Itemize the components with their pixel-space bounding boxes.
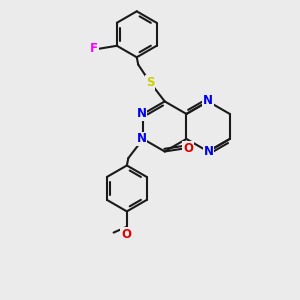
Text: N: N [136,133,147,146]
Text: F: F [90,42,98,55]
Text: N: N [204,145,214,158]
Text: O: O [183,142,193,155]
Text: S: S [146,76,154,89]
Text: O: O [121,228,131,241]
Text: N: N [136,107,147,120]
Text: N: N [203,94,213,107]
